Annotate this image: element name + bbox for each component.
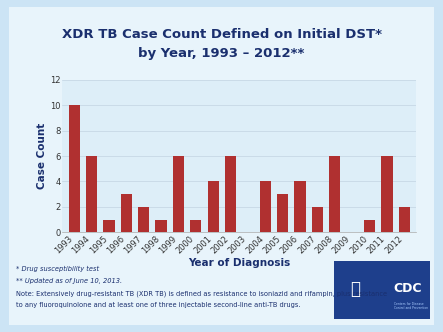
Text: ** Updated as of June 10, 2013.: ** Updated as of June 10, 2013. bbox=[16, 278, 122, 284]
Bar bbox=[138, 207, 149, 232]
Text: * Drug susceptibility test: * Drug susceptibility test bbox=[16, 266, 99, 272]
X-axis label: Year of Diagnosis: Year of Diagnosis bbox=[188, 258, 290, 268]
Bar bbox=[295, 182, 306, 232]
Bar bbox=[225, 156, 236, 232]
Bar bbox=[173, 156, 184, 232]
Text: ⛅: ⛅ bbox=[350, 280, 361, 297]
Text: CDC: CDC bbox=[393, 282, 422, 295]
Bar bbox=[364, 220, 375, 232]
Text: to any fluoroquinolone and at least one of three injectable second-line anti-TB : to any fluoroquinolone and at least one … bbox=[16, 302, 300, 308]
Bar bbox=[381, 156, 392, 232]
Bar bbox=[155, 220, 167, 232]
Text: Centers for Disease
Control and Prevention: Centers for Disease Control and Preventi… bbox=[393, 302, 427, 310]
Y-axis label: Case Count: Case Count bbox=[37, 123, 47, 189]
Text: Note: Extensively drug-resistant TB (XDR TB) is defined as resistance to isoniaz: Note: Extensively drug-resistant TB (XDR… bbox=[16, 290, 387, 297]
Bar bbox=[329, 156, 340, 232]
Text: XDR TB Case Count Defined on Initial DST*: XDR TB Case Count Defined on Initial DST… bbox=[62, 28, 381, 42]
Bar bbox=[86, 156, 97, 232]
Bar bbox=[277, 194, 288, 232]
Bar bbox=[190, 220, 202, 232]
Bar bbox=[312, 207, 323, 232]
Bar bbox=[260, 182, 271, 232]
Text: by Year, 1993 – 2012**: by Year, 1993 – 2012** bbox=[138, 46, 305, 60]
Bar bbox=[69, 105, 80, 232]
FancyBboxPatch shape bbox=[330, 258, 435, 322]
Bar bbox=[399, 207, 410, 232]
FancyBboxPatch shape bbox=[4, 3, 439, 329]
Bar bbox=[207, 182, 219, 232]
Bar bbox=[103, 220, 115, 232]
Bar bbox=[120, 194, 132, 232]
